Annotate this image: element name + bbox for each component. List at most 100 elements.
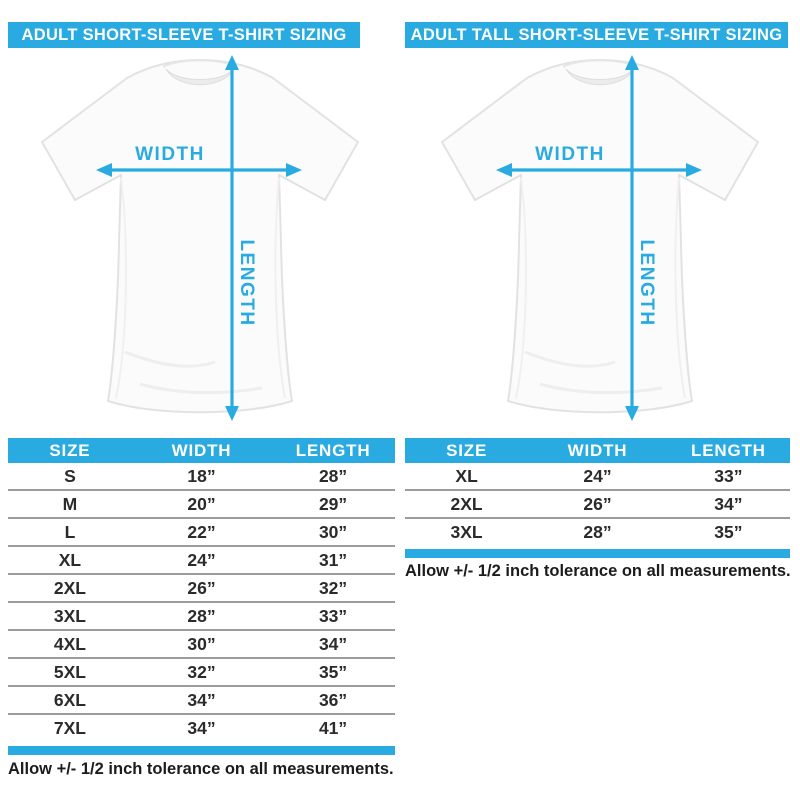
table-cell: 32” (131, 657, 272, 686)
table-cell: 36” (271, 685, 395, 714)
table-row: 3XL 28” 33” (8, 601, 395, 630)
panel-adult-tall-sizing: ADULT TALL SHORT-SLEEVE T-SHIRT SIZING W… (405, 0, 791, 800)
side-seam-line (274, 177, 286, 399)
table-cell: 2XL (405, 489, 529, 518)
table-cell: L (8, 517, 132, 546)
tshirt-measurement-diagram: WIDTH LENGTH (30, 52, 370, 432)
table-cell: 26” (131, 573, 272, 602)
table-row: L 22” 30” (8, 517, 395, 546)
panel-adult-sizing: ADULT SHORT-SLEEVE T-SHIRT SIZING WIDTH … (8, 0, 395, 800)
table-cell: S (64, 465, 76, 486)
table-cell: 28” (131, 601, 272, 630)
wrinkle-line (524, 350, 616, 368)
tshirt-silhouette (441, 59, 759, 414)
table-cell: 30” (271, 517, 395, 546)
width-arrow (496, 163, 702, 177)
table-header-cell: LENGTH (271, 438, 395, 463)
table-cell: 28” (318, 465, 348, 486)
tshirt-image: WIDTH LENGTH (441, 55, 759, 421)
table-header-row: SIZE WIDTH LENGTH (405, 438, 790, 463)
accent-bar (405, 549, 790, 558)
table-cell: 28” (528, 517, 667, 545)
side-seam-line (674, 177, 686, 399)
arrowhead-right-icon (286, 163, 302, 177)
side-seam-line (515, 177, 528, 399)
table-cell: 4XL (8, 629, 132, 658)
tolerance-note: Allow +/- 1/2 inch tolerance on all meas… (405, 562, 791, 580)
width-arrow-label: WIDTH (535, 144, 605, 165)
wrinkle-line (539, 382, 663, 395)
table-cell: 22” (131, 517, 272, 546)
table-row: 2XL 26” 32” (8, 573, 395, 602)
tshirt-image: WIDTH LENGTH (41, 55, 359, 421)
arrowhead-down-icon (625, 406, 639, 421)
panel-title: ADULT TALL SHORT-SLEEVE T-SHIRT SIZING (410, 25, 783, 44)
panel-title-bar: ADULT TALL SHORT-SLEEVE T-SHIRT SIZING (405, 22, 788, 48)
arrowhead-down-icon (225, 406, 239, 421)
table-cell: 41” (271, 713, 395, 741)
tshirt-silhouette (41, 59, 359, 414)
table-cell: 24” (131, 545, 272, 574)
panel-title-bar: ADULT SHORT-SLEEVE T-SHIRT SIZING (8, 22, 360, 48)
table-row: 3XL 28” 35” (405, 517, 790, 545)
wrinkle-line (124, 350, 216, 368)
table-row: 4XL 30” 34” (8, 629, 395, 658)
panel-title: ADULT SHORT-SLEEVE T-SHIRT SIZING (21, 25, 347, 44)
table-cell: 32” (271, 573, 395, 602)
table-cell: 18” (187, 465, 216, 486)
arrowhead-up-icon (625, 55, 639, 70)
table-row: 7XL 34” 41” (8, 713, 395, 741)
table-header-cell: LENGTH (666, 438, 790, 463)
arrowhead-up-icon (225, 55, 239, 70)
length-arrow-label: LENGTH (636, 239, 657, 326)
table-cell: 34” (131, 685, 272, 714)
table-row: M 20” 29” (8, 489, 395, 518)
arrowhead-right-icon (686, 163, 702, 177)
table-cell: 34” (131, 713, 272, 741)
table-cell: 34” (271, 629, 395, 658)
table-cell: 26” (528, 489, 667, 518)
table-cell: 24” (583, 465, 612, 486)
table-cell: 31” (271, 545, 395, 574)
side-seam-line (115, 177, 128, 399)
table-cell: 20” (131, 489, 272, 518)
table-cell: 29” (271, 489, 395, 518)
table-header-cell: WIDTH (131, 438, 272, 463)
table-cell: 33” (714, 465, 743, 486)
table-cell: 2XL (8, 573, 132, 602)
table-cell: 34” (666, 489, 790, 518)
length-arrow (225, 55, 239, 421)
tolerance-note: Allow +/- 1/2 inch tolerance on all meas… (8, 760, 394, 778)
length-arrow (625, 55, 639, 421)
length-arrow-label: LENGTH (236, 239, 257, 326)
arrowhead-left-icon (96, 163, 112, 177)
table-cell: M (8, 489, 132, 518)
table-header-cell: WIDTH (528, 438, 667, 463)
table-cell: 35” (271, 657, 395, 686)
size-table: SIZE WIDTH LENGTH S 18” 28” M 20” 29” L 22” 30” XL 24… (8, 438, 395, 741)
table-cell: 7XL (8, 713, 132, 741)
table-row: XL 24” 31” (8, 545, 395, 574)
table-row: 6XL 34” 36” (8, 685, 395, 714)
width-arrow-label: WIDTH (135, 144, 205, 165)
table-cell: 30” (131, 629, 272, 658)
width-arrow (96, 163, 302, 177)
table-cell: 3XL (8, 601, 132, 630)
table-row: 2XL 26” 34” (405, 489, 790, 518)
wrinkle-line (139, 382, 263, 395)
table-row: XL 24” 33” (405, 463, 790, 490)
table-row: S 18” 28” (8, 463, 395, 490)
table-header-row: SIZE WIDTH LENGTH (8, 438, 395, 463)
table-header-cell: SIZE (405, 438, 529, 463)
table-cell: 5XL (8, 657, 132, 686)
accent-bar (8, 746, 395, 755)
table-cell: 3XL (405, 517, 529, 545)
table-cell: 35” (666, 517, 790, 545)
table-cell: XL (8, 545, 132, 574)
table-row: 5XL 32” 35” (8, 657, 395, 686)
table-header-cell: SIZE (8, 438, 132, 463)
table-cell: XL (455, 465, 478, 486)
table-cell: 33” (271, 601, 395, 630)
arrowhead-left-icon (496, 163, 512, 177)
tshirt-measurement-diagram: WIDTH LENGTH (430, 52, 770, 432)
